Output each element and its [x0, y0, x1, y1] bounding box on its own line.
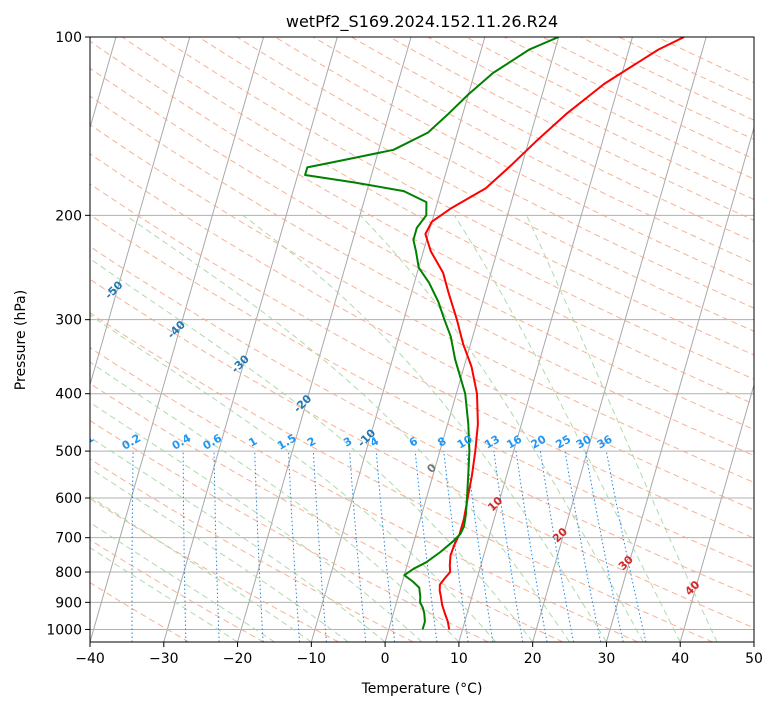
dry-adiabat-line	[90, 214, 754, 568]
plot-frame	[89, 36, 755, 643]
dry-adiabat-line	[90, 458, 414, 642]
x-tick-label: −10	[297, 651, 327, 667]
x-tick-label: 50	[745, 651, 763, 667]
y-axis-label: Pressure (hPa)	[13, 290, 29, 390]
isotherm-line	[163, 37, 338, 642]
y-tick-label: 1000	[46, 622, 82, 638]
mixing-ratio-line	[585, 451, 624, 642]
isotherm-line	[384, 37, 560, 642]
x-tick-label: 0	[381, 651, 390, 667]
dry-adiabat-line	[90, 153, 754, 511]
moist-adiabat-line	[90, 258, 534, 642]
chart-title: wetPf2_S169.2024.152.11.26.R24	[286, 12, 558, 32]
y-tick-label: 100	[55, 30, 82, 46]
x-axis: −40 −30 −20 −10 0 10 20 30 40 50	[75, 642, 763, 667]
temperature-profile-line	[424, 37, 685, 630]
x-tick-label: 40	[671, 651, 689, 667]
y-tick-label: 400	[55, 387, 82, 403]
y-tick-label: 600	[55, 491, 82, 507]
mixing-ratio-line	[605, 451, 647, 642]
dry-adiabat-line	[90, 40, 754, 405]
mixing-ratio-line	[564, 451, 602, 642]
dry-adiabat-line	[198, 37, 754, 332]
moist-adiabat-line	[90, 436, 386, 642]
dry-adiabat-line	[90, 539, 265, 642]
y-tick-label: 900	[55, 595, 82, 611]
moist-adiabat-line	[90, 314, 497, 642]
dry-adiabat-line	[90, 582, 190, 642]
mixing-ratio-line	[414, 451, 438, 642]
x-axis-label: Temperature (°C)	[361, 681, 483, 697]
y-tick-label: 700	[55, 531, 82, 547]
mixing-ratio-label: 0.1	[73, 432, 96, 453]
y-tick-label: 200	[55, 208, 82, 224]
moist-adiabat-line	[359, 214, 644, 642]
reference-lines-layer	[90, 37, 754, 642]
moist-adiabat-line	[526, 215, 718, 642]
y-axis: 100 200 300 400 500 600 700 800 900 1000	[46, 30, 90, 638]
mixing-ratio-line	[493, 451, 524, 642]
mixing-ratio-line	[375, 451, 396, 642]
moist-adiabat-line	[453, 215, 681, 642]
grid-layer	[90, 37, 754, 630]
moist-adiabat-line	[242, 214, 607, 642]
dry-adiabat-line	[90, 347, 639, 642]
dry-adiabat-line	[90, 312, 713, 642]
y-tick-label: 500	[55, 444, 82, 460]
dry-adiabat-line	[90, 67, 754, 431]
isotherm-line	[458, 37, 633, 642]
x-tick-label: 30	[598, 651, 616, 667]
sounding-layer	[304, 37, 685, 630]
x-tick-label: −30	[149, 651, 179, 667]
moist-adiabat-line	[90, 496, 312, 642]
y-tick-label: 800	[55, 565, 82, 581]
x-tick-label: 10	[450, 651, 468, 667]
x-tick-label: 20	[524, 651, 542, 667]
dry-adiabat-line	[236, 37, 754, 309]
mixing-ratio-line	[349, 451, 367, 642]
dry-adiabat-line	[90, 124, 754, 483]
isotherm-line	[237, 37, 412, 642]
dry-adiabat-line	[90, 419, 489, 642]
dry-adiabat-line	[90, 245, 754, 598]
isotherm-line	[679, 382, 754, 642]
dry-adiabat-line	[90, 278, 754, 629]
isotherm-line	[90, 37, 191, 387]
moist-adiabat-line	[125, 214, 570, 642]
mixing-ratio-line	[443, 451, 469, 642]
dewpoint-profile-line	[304, 37, 559, 630]
x-tick-label: −40	[75, 651, 105, 667]
dry-adiabat-line	[90, 183, 754, 539]
isotherm-line	[532, 37, 707, 642]
y-tick-label: 300	[55, 313, 82, 329]
x-tick-label: −20	[223, 651, 253, 667]
mixing-ratio-line	[466, 451, 494, 642]
